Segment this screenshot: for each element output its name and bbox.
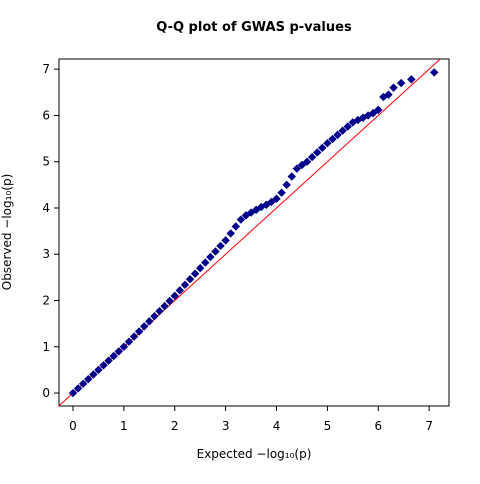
x-tick-label: 7 [425, 419, 433, 433]
point [368, 108, 378, 118]
point [78, 379, 88, 388]
point [165, 296, 174, 306]
point [180, 280, 190, 289]
point [272, 194, 281, 203]
point [328, 134, 337, 144]
point [407, 75, 416, 84]
point [430, 68, 439, 77]
point [185, 275, 195, 284]
point [231, 222, 241, 231]
point [134, 327, 144, 336]
point [282, 180, 291, 190]
point [129, 332, 139, 341]
y-tick-label: 4 [42, 201, 50, 215]
reference-line [58, 58, 441, 407]
point [140, 322, 149, 331]
point [73, 384, 83, 393]
point [318, 143, 327, 153]
x-tick-label: 4 [273, 419, 281, 433]
point [145, 317, 154, 326]
point [221, 236, 230, 245]
point [99, 361, 108, 370]
point [211, 247, 220, 256]
x-tick-label: 1 [120, 419, 128, 433]
point [267, 197, 276, 207]
y-tick-label: 3 [42, 247, 50, 261]
point [170, 291, 179, 301]
point [226, 229, 235, 238]
point [109, 351, 118, 361]
point [201, 258, 210, 267]
point [84, 374, 93, 384]
point [150, 312, 159, 321]
point [297, 160, 307, 170]
point [175, 286, 185, 295]
point [302, 157, 312, 166]
point [343, 122, 352, 131]
point [338, 126, 347, 135]
point [94, 365, 103, 375]
y-tick-label: 7 [42, 62, 50, 76]
point [124, 337, 134, 346]
point [333, 130, 342, 140]
point [236, 215, 246, 224]
x-tick-label: 3 [222, 419, 230, 433]
point [287, 172, 296, 181]
point [307, 152, 317, 162]
point [323, 138, 332, 148]
point [114, 347, 123, 356]
point [190, 269, 200, 278]
point [246, 208, 256, 217]
point [389, 83, 398, 92]
point [68, 388, 78, 398]
point [313, 148, 322, 157]
point [206, 252, 215, 262]
point [384, 90, 393, 99]
y-tick-label: 0 [42, 386, 50, 400]
point [119, 342, 129, 351]
point [374, 105, 383, 115]
y-tick-label: 6 [42, 108, 50, 122]
point [195, 263, 205, 273]
point [160, 301, 169, 311]
x-tick-label: 6 [374, 419, 382, 433]
x-tick-label: 5 [324, 419, 332, 433]
x-tick-label: 0 [69, 419, 77, 433]
point [241, 211, 251, 220]
chart-title: Q-Q plot of GWAS p-values [156, 20, 352, 35]
x-tick-label: 2 [171, 419, 179, 433]
y-tick-label: 2 [42, 294, 50, 308]
point [89, 370, 98, 379]
point [396, 78, 406, 88]
point [155, 306, 164, 316]
y-tick-label: 1 [42, 340, 50, 354]
y-tick-label: 5 [42, 155, 50, 169]
point [277, 188, 286, 197]
y-axis-label: Observed −log₁₀(p) [0, 174, 14, 291]
point [104, 356, 113, 365]
point [216, 241, 225, 251]
x-axis-label: Expected −log₁₀(p) [197, 447, 312, 461]
point [251, 205, 261, 215]
plot-frame [58, 58, 450, 407]
point [262, 200, 271, 209]
point [292, 164, 302, 173]
